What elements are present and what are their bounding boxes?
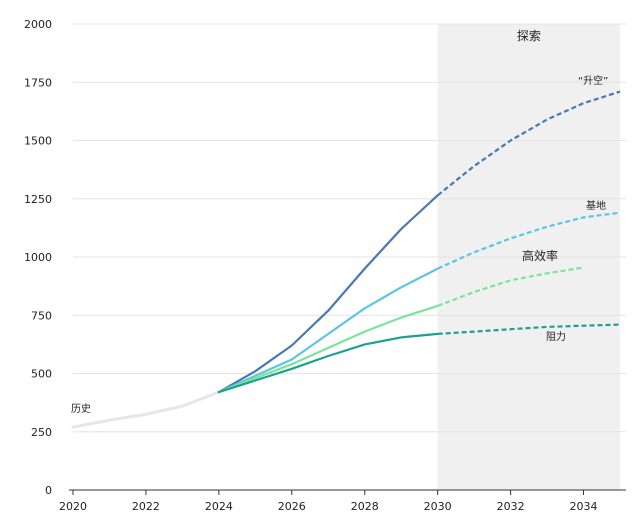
series-label-base: 基地 <box>586 199 606 212</box>
x-axis: 2020 2022 2024 2026 2028 2030 2032 2034 <box>59 489 626 513</box>
y-tick-label: 250 <box>31 426 52 439</box>
y-tick-label: 1250 <box>24 193 52 206</box>
x-tick-label: 2028 <box>351 500 379 513</box>
series-label-history: 历史 <box>71 403 91 415</box>
y-tick-label: 1750 <box>24 76 52 89</box>
series-line-base <box>217 267 439 394</box>
y-axis-ticks: 0 250 500 750 1000 1250 1500 1750 2000 <box>24 18 52 497</box>
annotations: 探索 历史 “升空” 基地 高效率 阻力 <box>71 29 608 415</box>
series-line-efficiency <box>217 304 439 394</box>
x-tick-label: 2022 <box>132 500 160 513</box>
x-tick-label: 2034 <box>570 500 598 513</box>
series-projection-efficiency <box>437 266 584 307</box>
series-projection-liftoff <box>437 90 621 197</box>
x-tick-label: 2020 <box>59 500 87 513</box>
series-label-resistance: 阻力 <box>546 330 566 343</box>
series-projection-base <box>437 211 621 270</box>
series-label-liftoff: “升空” <box>578 74 608 87</box>
x-tick-label: 2026 <box>278 500 306 513</box>
x-tick-label: 2032 <box>497 500 525 513</box>
series-line-liftoff <box>217 194 439 394</box>
y-tick-label: 2000 <box>24 18 52 31</box>
y-tick-label: 500 <box>31 368 52 381</box>
series-line-history <box>71 390 221 429</box>
y-tick-label: 1500 <box>24 135 52 148</box>
exploration-label: 探索 <box>517 29 541 43</box>
x-tick-label: 2030 <box>424 500 452 513</box>
series-projection-resistance <box>437 323 621 335</box>
x-tick-label: 2024 <box>205 500 233 513</box>
series-line-resistance <box>217 332 439 394</box>
y-tick-label: 750 <box>31 309 52 322</box>
series-lines <box>71 90 621 429</box>
y-tick-label: 0 <box>45 484 52 497</box>
series-label-efficiency: 高效率 <box>522 248 558 263</box>
y-tick-label: 1000 <box>24 251 52 264</box>
